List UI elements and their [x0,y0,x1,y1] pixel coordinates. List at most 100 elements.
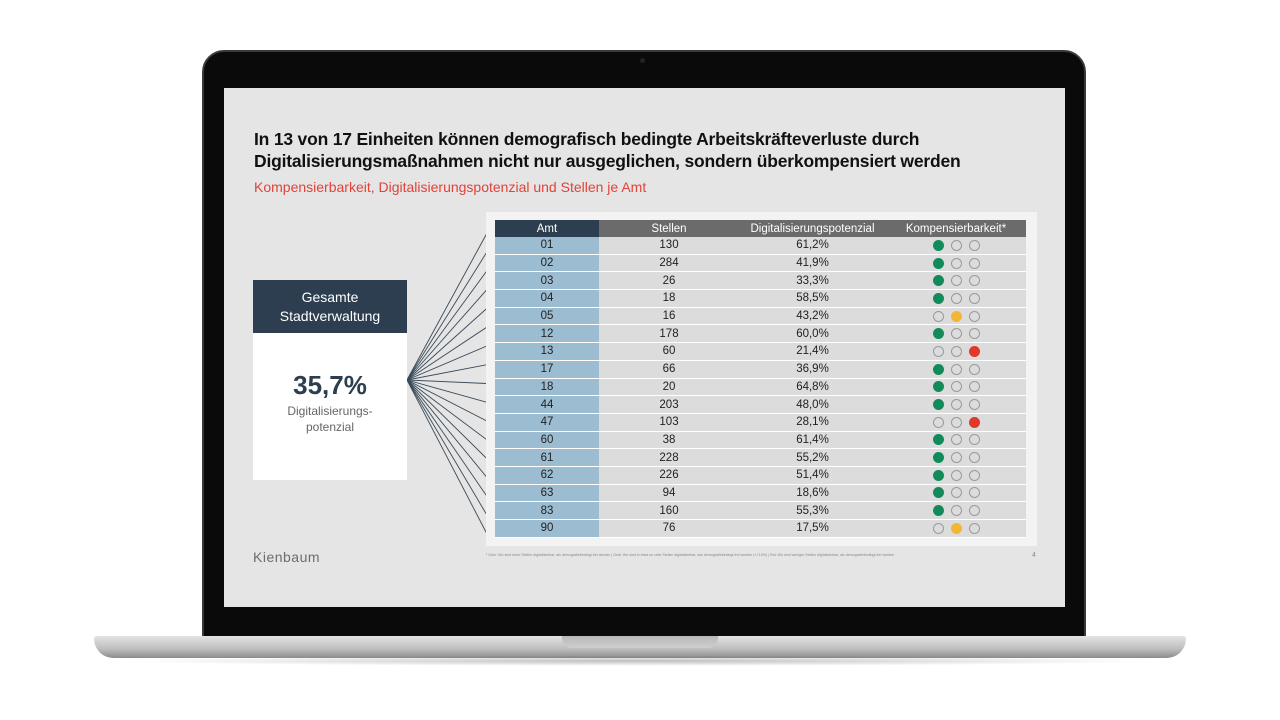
cell-potenzial: 43,2% [739,307,886,326]
cell-kompensierbarkeit [886,324,1026,344]
connector-line [407,364,487,381]
cell-amt: 04 [495,289,599,308]
status-dot-amber-empty [950,239,962,251]
status-dot-green-filled [932,239,944,251]
status-dot-green-empty [932,310,944,322]
cell-kompensierbarkeit [886,307,1026,326]
status-dot-amber-empty [950,345,962,357]
status-dot-amber-empty [950,275,962,287]
cell-potenzial: 55,3% [739,501,886,520]
connector-line [407,379,487,535]
cell-potenzial: 21,4% [739,342,886,361]
connector-lines [407,232,487,535]
cell-potenzial: 64,8% [739,378,886,397]
connector-line [407,270,487,381]
total-head-line-2: Stadtverwaltung [279,308,381,324]
cell-potenzial: 41,9% [739,254,886,273]
status-dot-red-empty [968,239,980,251]
office-table: Amt Stellen Digitalisierungspotenzial Ko… [495,220,1026,538]
cell-stellen: 284 [599,254,739,273]
status-dot-amber-empty [950,363,962,375]
header-amt: Amt [495,220,599,237]
laptop-notch [562,636,718,648]
total-label: Digitalisierungs- potenzial [253,403,407,435]
table-row: 63 94 18,6% [495,484,1026,503]
table-row: 02 284 41,9% [495,254,1026,273]
status-dot-red-empty [968,434,980,446]
cell-amt: 61 [495,448,599,467]
header-potenzial: Digitalisierungspotenzial [739,220,886,237]
status-dot-amber-empty [950,469,962,481]
cell-kompensierbarkeit [886,342,1026,361]
status-dot-green-filled [932,469,944,481]
cell-stellen: 203 [599,395,739,414]
cell-kompensierbarkeit [886,431,1026,450]
cell-stellen: 160 [599,501,739,520]
page-number: 4 [1032,552,1036,559]
total-value: 35,7% [293,370,367,400]
cell-kompensierbarkeit [886,395,1026,414]
laptop-shadow [120,656,1160,666]
cell-potenzial: 36,9% [739,360,886,379]
cell-potenzial: 61,2% [739,237,886,255]
status-dot-red-empty [968,522,980,534]
cell-stellen: 20 [599,378,739,397]
status-dot-amber-filled [950,310,962,322]
status-dot-green-filled [932,381,944,393]
status-dot-amber-empty [950,328,962,340]
cell-stellen: 66 [599,360,739,379]
status-dot-red-empty [968,328,980,340]
status-dot-amber-empty [950,399,962,411]
cell-kompensierbarkeit [886,448,1026,467]
slide-subtitle: Kompensierbarkeit, Digitalisierungspoten… [254,179,647,195]
cell-stellen: 38 [599,431,739,450]
connector-line [407,379,487,441]
cell-potenzial: 48,0% [739,395,886,414]
status-dot-amber-empty [950,434,962,446]
connector-line [407,379,487,403]
connector-line [407,379,487,478]
cell-potenzial: 60,0% [739,324,886,344]
status-dot-red-empty [968,399,980,411]
slide-title: In 13 von 17 Einheiten können demografis… [254,128,1054,172]
cell-stellen: 18 [599,289,739,308]
cell-amt: 90 [495,519,599,538]
status-dot-amber-empty [950,487,962,499]
table-row: 61 228 55,2% [495,448,1026,467]
cell-stellen: 228 [599,448,739,467]
status-dot-green-filled [932,505,944,517]
cell-potenzial: 18,6% [739,484,886,503]
cell-amt: 44 [495,395,599,414]
status-dot-green-empty [932,345,944,357]
status-dot-red-empty [968,275,980,287]
cell-potenzial: 33,3% [739,271,886,291]
status-dot-green-filled [932,487,944,499]
cell-stellen: 103 [599,413,739,432]
webcam-icon [640,58,645,63]
status-dot-amber-empty [950,452,962,464]
cell-stellen: 76 [599,519,739,538]
footnote: ¹ Grün: Wo sind mehr Stellen digitalisie… [486,553,895,557]
cell-stellen: 94 [599,484,739,503]
cell-kompensierbarkeit [886,289,1026,308]
status-dot-green-filled [932,434,944,446]
total-label-line-1: Digitalisierungs- [287,404,373,418]
table-row: 47 103 28,1% [495,413,1026,432]
status-dot-amber-empty [950,257,962,269]
cell-amt: 03 [495,271,599,291]
cell-amt: 17 [495,360,599,379]
connector-line [407,379,487,384]
status-dot-green-empty [932,416,944,428]
table-row: 18 20 64,8% [495,378,1026,397]
cell-stellen: 26 [599,271,739,291]
table-card: Amt Stellen Digitalisierungspotenzial Ko… [486,212,1037,546]
total-label-line-2: potenzial [305,420,355,434]
table-header-row: Amt Stellen Digitalisierungspotenzial Ko… [495,220,1026,237]
status-dot-red-empty [968,257,980,269]
cell-kompensierbarkeit [886,466,1026,485]
table-row: 12 178 60,0% [495,324,1026,344]
table-row: 04 18 58,5% [495,289,1026,308]
cell-amt: 05 [495,307,599,326]
presentation-slide: In 13 von 17 Einheiten können demografis… [224,88,1065,607]
cell-potenzial: 61,4% [739,431,886,450]
